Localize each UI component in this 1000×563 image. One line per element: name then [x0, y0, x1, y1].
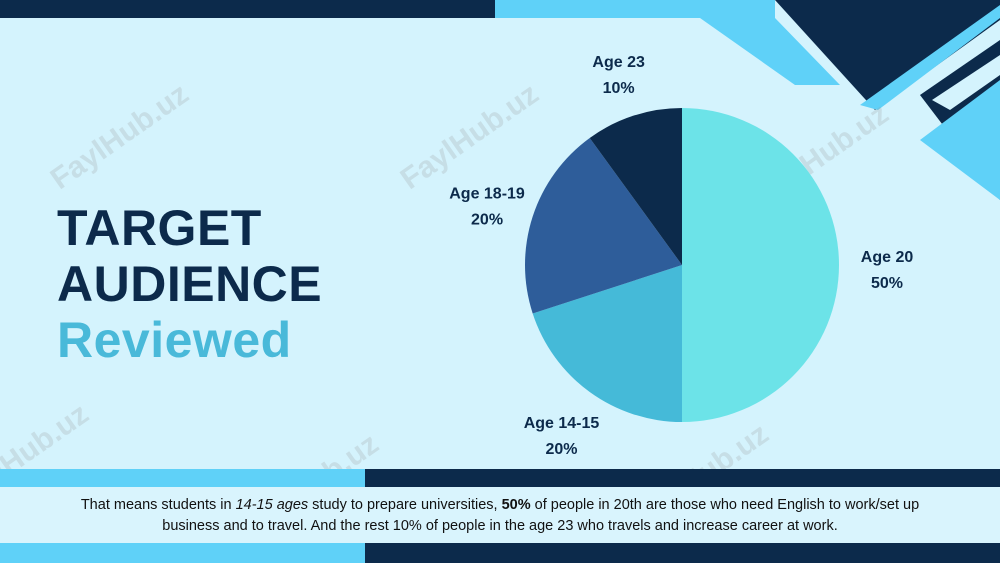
- pie-label-value: 10%: [603, 80, 635, 97]
- bottom-strip-light: [0, 469, 365, 487]
- pie-label-category: Age 14-15: [524, 415, 600, 432]
- title-block: TARGET AUDIENCE Reviewed: [57, 200, 322, 368]
- pie-label-category: Age 20: [861, 249, 914, 266]
- watermark: FaylHub.uz: [44, 77, 195, 196]
- bottom-bar-dark: [365, 543, 1000, 563]
- corner-decoration: [700, 0, 1000, 200]
- top-bar-dark: [0, 0, 495, 18]
- caption-area: That means students in 14-15 ages study …: [0, 487, 1000, 543]
- pie-slice-age-18-19: [525, 137, 682, 314]
- title-line-audience: AUDIENCE: [57, 256, 323, 312]
- caption-part2: study to prepare universities,: [308, 497, 502, 513]
- caption-part3: of people in 20th are those who need Eng…: [162, 497, 920, 534]
- pie-label-category: Age 23: [592, 54, 645, 71]
- caption-emphasis: 14-15 ages: [235, 497, 309, 513]
- bottom-strip-dark: [365, 469, 1000, 487]
- caption-part1: That means students in: [80, 497, 236, 513]
- pie-chart: Age 20 50% Age 14-15 20% Age 18-19 20% Age 23 1…: [449, 54, 914, 458]
- pie-slice-age-14-15: [532, 265, 682, 422]
- pie-slice-age-23: [589, 108, 682, 265]
- title-line-target: TARGET: [57, 200, 262, 256]
- pie-label-value: 20%: [471, 212, 503, 229]
- bottom-bar-light: [0, 543, 365, 563]
- pie-label-value: 20%: [545, 441, 577, 458]
- pie-label-category: Age 18-19: [449, 186, 525, 203]
- top-bar-light: [495, 0, 775, 18]
- title-line-reviewed: Reviewed: [57, 312, 292, 368]
- pie-slice-age-20: [682, 108, 839, 422]
- caption-strong: 50%: [501, 497, 531, 513]
- caption-text: That means students in 14-15 ages study …: [70, 495, 930, 537]
- pie-label-value: 50%: [871, 275, 903, 292]
